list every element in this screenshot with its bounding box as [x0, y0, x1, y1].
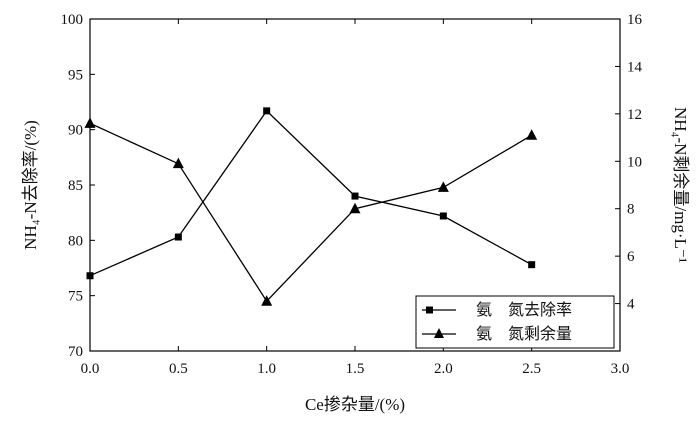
- series-markers: [84, 107, 538, 306]
- y-left-tick-label: 75: [68, 289, 83, 305]
- series-line-0: [89, 109, 533, 277]
- data-point-square: [174, 233, 182, 241]
- legend-box: [415, 295, 615, 349]
- series-lines: [89, 109, 533, 303]
- x-tick-label: 1.5: [346, 361, 365, 377]
- y-right-tick-label: 4: [627, 297, 635, 313]
- x-tick-label: 0.0: [81, 361, 100, 377]
- data-point-square: [351, 192, 359, 200]
- y-right-tick-label: 8: [627, 202, 635, 218]
- y-right-tick-label: 16: [627, 12, 643, 28]
- y-right-tick-label: 10: [627, 154, 642, 170]
- axis-ticks: 0.0 0.5 1.0 1.5 2.0 2.5 3.0 70 75 80 85 90 95 100 4 6 8 1…: [61, 12, 643, 377]
- data-point-triangle: [526, 129, 538, 140]
- series-line-1: [89, 122, 533, 303]
- data-point-triangle: [84, 117, 96, 128]
- data-point-triangle: [349, 202, 361, 214]
- data-point-square: [86, 272, 94, 280]
- data-point-triangle: [437, 181, 449, 192]
- data-point-square: [263, 107, 271, 115]
- legend-label-removal: 氨 氮去除率: [476, 301, 572, 319]
- data-point-triangle: [172, 157, 184, 169]
- y-left-tick-label: 85: [68, 178, 83, 194]
- y-left-tick-label: 70: [68, 344, 83, 360]
- legend-marker-triangle: [434, 328, 444, 338]
- legend: 氨 氮去除率 氨 氮剩余量: [415, 295, 615, 349]
- x-tick-label: 1.0: [257, 361, 276, 377]
- y-right-tick-label: 12: [627, 107, 642, 123]
- y-left-tick-label: 80: [68, 233, 83, 249]
- y-right-tick-label: 6: [627, 249, 635, 265]
- y-left-tick-label: 90: [68, 123, 83, 139]
- data-point-square: [528, 261, 536, 269]
- data-point-triangle: [261, 295, 273, 306]
- x-tick-label: 3.0: [611, 361, 630, 377]
- x-tick-label: 2.0: [434, 361, 453, 377]
- y-left-tick-label: 100: [61, 12, 84, 28]
- data-point-square: [439, 212, 447, 220]
- x-tick-label: 2.5: [522, 361, 541, 377]
- y-left-tick-label: 95: [68, 67, 83, 83]
- legend-marker-square: [426, 306, 433, 314]
- y-right-tick-label: 14: [627, 59, 643, 75]
- x-axis-label: Ce掺杂量/(%): [305, 395, 405, 414]
- legend-label-remaining: 氨 氮剩余量: [476, 324, 572, 343]
- x-tick-label: 0.5: [169, 361, 188, 377]
- y-axis-left-label: NH₄-N去除率/(%): [21, 120, 40, 250]
- y-axis-right-label: NH₄-N剩余量/mg·L⁻¹: [671, 107, 690, 263]
